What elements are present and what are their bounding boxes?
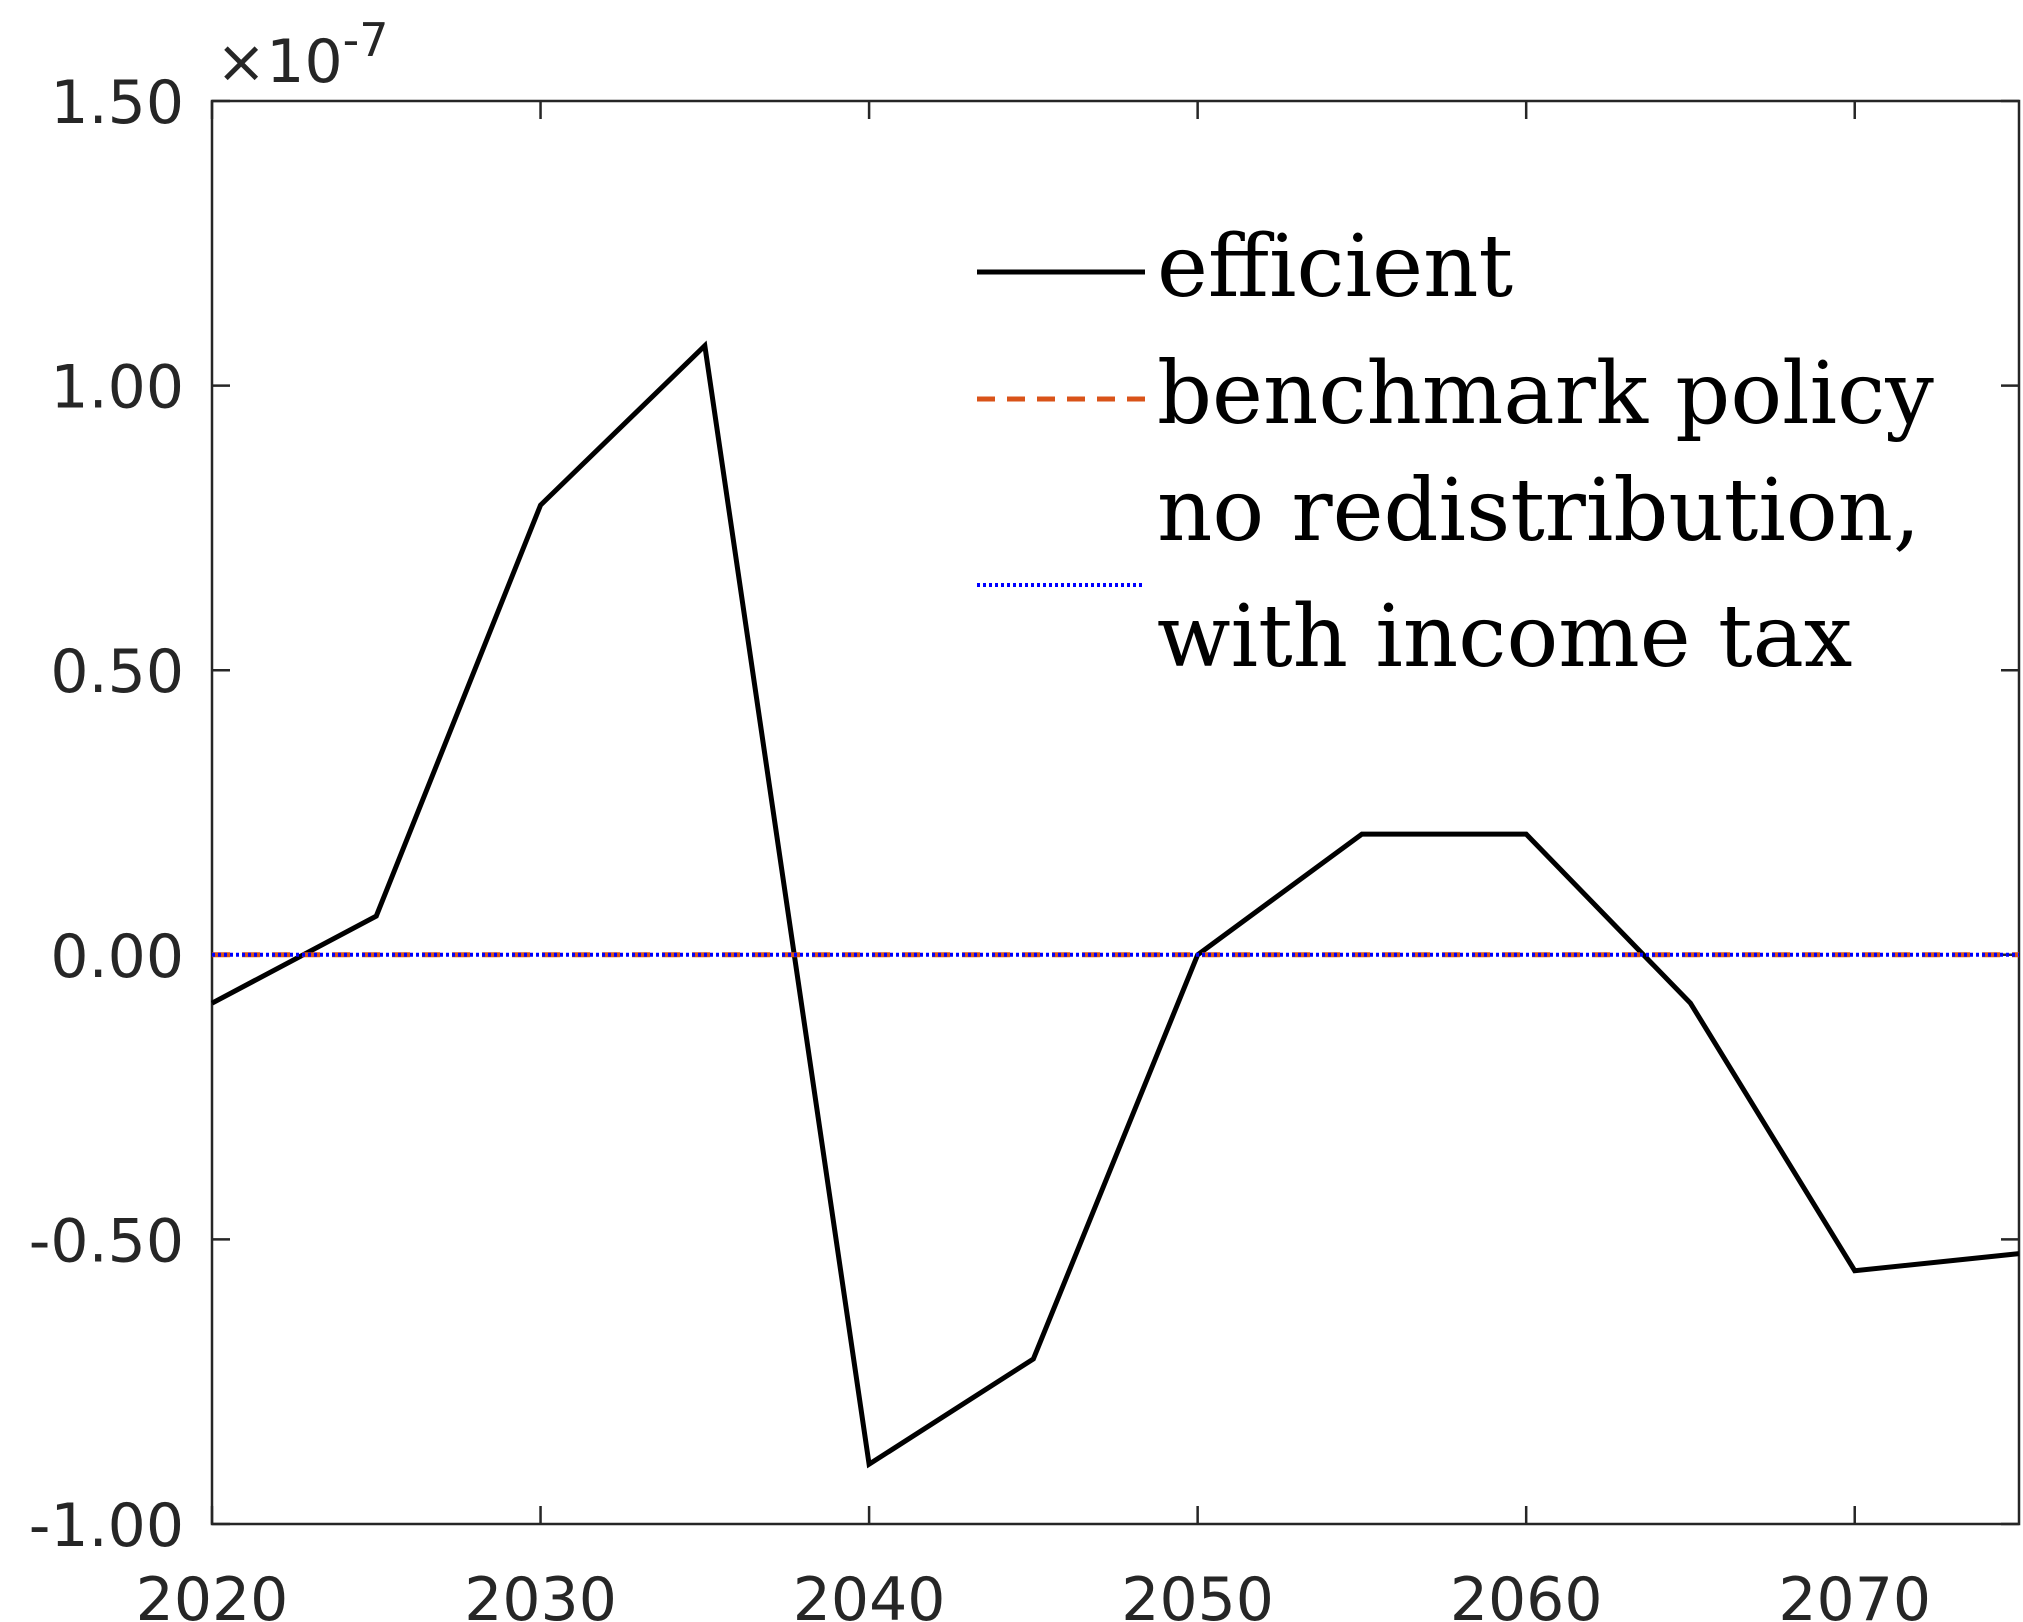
series-layer [210, 340, 2020, 1469]
x-tick-label: 2070 [1778, 1565, 1931, 1622]
y-tick-label: 1.00 [50, 353, 184, 423]
legend-label-benchmark-policy: benchmark policy [1157, 344, 1934, 444]
x-tick-label: 2020 [136, 1565, 289, 1622]
y-exponent-label: ×10-7 [216, 13, 389, 97]
y-axis-ticks: -1.00 -0.50 0.00 0.50 1.00 1.50 [29, 68, 2019, 1561]
y-exponent-power: -7 [343, 13, 389, 67]
legend-label-efficient: efficient [1157, 217, 1513, 317]
y-exponent-base: ×10 [216, 27, 343, 97]
x-axis-ticks: 2020 2030 2040 2050 2060 2070 [136, 101, 1931, 1622]
y-tick-label: 1.50 [50, 68, 184, 138]
plot-area-frame [210, 99, 2021, 1526]
x-tick-label: 2030 [464, 1565, 617, 1622]
x-tick-label: 2060 [1450, 1565, 1603, 1622]
legend-label-no-redistribution-line1: no redistribution, [1157, 461, 1920, 561]
series-line-efficient [210, 340, 2020, 1469]
y-tick-label: 0.50 [50, 637, 184, 707]
legend: efficient benchmark policy no redistribu… [977, 217, 1934, 687]
y-tick-label: -1.00 [29, 1491, 184, 1561]
y-tick-label: 0.00 [50, 922, 184, 992]
x-tick-label: 2040 [793, 1565, 946, 1622]
y-tick-label: -0.50 [29, 1206, 184, 1276]
legend-label-no-redistribution-line2: with income tax [1157, 587, 1852, 687]
x-tick-label: 2050 [1121, 1565, 1274, 1622]
